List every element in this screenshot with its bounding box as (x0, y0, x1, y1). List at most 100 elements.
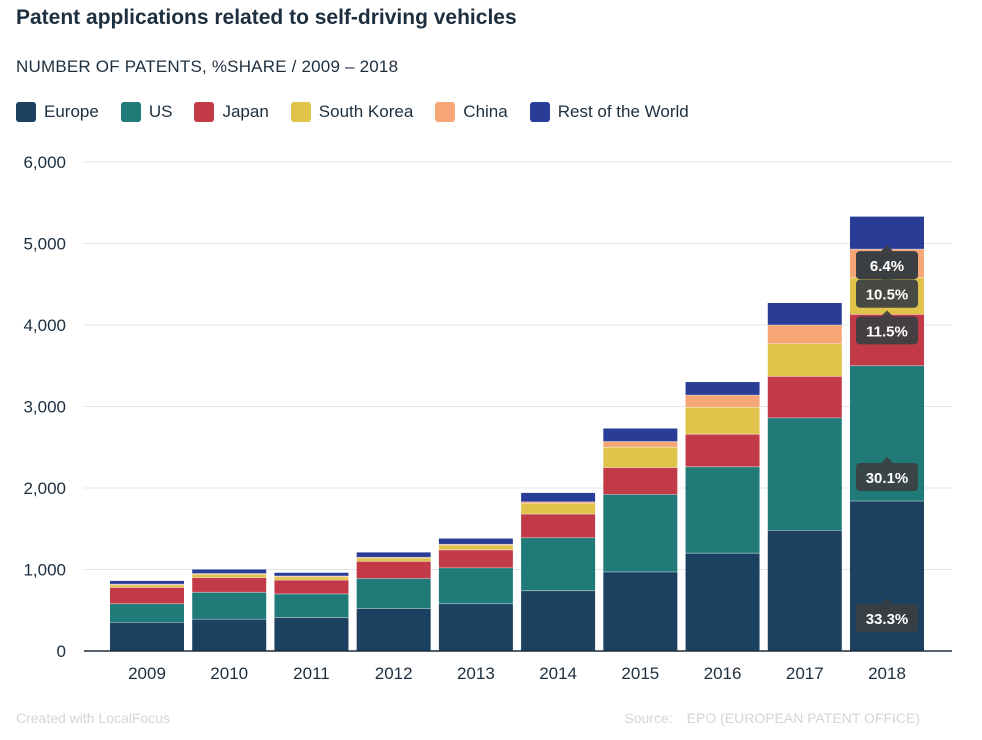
stacked-bar-chart: 0 1,000 2,000 3,000 4,000 5,000 6,000 2009 2010 2… (23, 153, 952, 683)
bar-segment-south-korea-2015[interactable] (603, 447, 678, 468)
bar-segment-rest-of-the-world-2010[interactable] (192, 569, 267, 574)
bar-segment-rest-of-the-world-2018[interactable] (850, 216, 924, 250)
y-tick-label: 2,000 (23, 479, 66, 498)
footer-credit: Created with LocalFocus (16, 710, 171, 726)
bar-segment-us-2013[interactable] (438, 567, 513, 604)
bar-segment-japan-2015[interactable] (603, 467, 678, 495)
bar-segment-south-korea-2014[interactable] (521, 503, 596, 515)
legend-item-china[interactable]: China (435, 102, 508, 122)
bar-segment-rest-of-the-world-2011[interactable] (274, 572, 349, 577)
legend-item-japan[interactable]: Japan (194, 102, 269, 122)
bar-segment-japan-2016[interactable] (685, 434, 760, 467)
bar-segment-china-2014[interactable] (521, 501, 596, 504)
bar-segment-japan-2014[interactable] (521, 514, 596, 538)
bar-segment-europe-2009[interactable] (110, 622, 184, 651)
share-annotation: 30.1% (856, 457, 918, 492)
bar-segment-us-2010[interactable] (192, 592, 267, 620)
x-tick-label: 2009 (128, 664, 166, 683)
bar-segment-us-2012[interactable] (356, 578, 431, 609)
source-label: Source: (624, 710, 673, 726)
legend-swatch (194, 102, 215, 122)
bar-segment-europe-2016[interactable] (685, 553, 760, 651)
bar-segment-rest-of-the-world-2009[interactable] (110, 580, 184, 585)
bar-segment-south-korea-2012[interactable] (356, 558, 431, 562)
bar-segment-us-2011[interactable] (274, 593, 349, 618)
bar-segment-rest-of-the-world-2014[interactable] (521, 492, 596, 502)
bar-segment-japan-2011[interactable] (274, 580, 349, 594)
bar-segment-china-2017[interactable] (767, 325, 842, 344)
annotation-pointer (881, 598, 893, 604)
bar-segment-japan-2017[interactable] (767, 376, 842, 418)
chart-title: Patent applications related to self-driv… (16, 6, 517, 29)
bar-segment-china-2013[interactable] (438, 544, 513, 546)
y-tick-label: 4,000 (23, 316, 66, 335)
y-tick-label: 3,000 (23, 398, 66, 417)
legend-label: Rest of the World (557, 102, 689, 121)
bar-segment-south-korea-2013[interactable] (438, 545, 513, 550)
share-annotation: 33.3% (856, 598, 918, 632)
x-tick-label: 2014 (539, 664, 577, 683)
bar-segment-us-2009[interactable] (110, 603, 184, 623)
annotation-label: 11.5% (866, 323, 908, 340)
legend-swatch (120, 102, 141, 122)
legend-item-us[interactable]: US (120, 102, 172, 122)
bar-segment-us-2015[interactable] (603, 494, 678, 572)
bar-segment-china-2011[interactable] (274, 576, 349, 577)
bar-segment-china-2016[interactable] (685, 395, 760, 408)
annotation-pointer (881, 310, 893, 317)
bar-segment-rest-of-the-world-2016[interactable] (685, 382, 760, 396)
bar-segment-japan-2009[interactable] (110, 587, 184, 604)
legend-item-rest-of-the-world[interactable]: Rest of the World (529, 102, 689, 122)
legend-label: Japan (222, 102, 269, 121)
bar-segment-europe-2011[interactable] (274, 617, 349, 651)
legend-swatch (290, 102, 311, 122)
legend-swatch (16, 102, 36, 122)
share-annotation: 10.5% (856, 273, 918, 308)
bar-segment-china-2009[interactable] (110, 584, 184, 585)
bar-segment-south-korea-2011[interactable] (274, 576, 349, 581)
bar-segment-china-2015[interactable] (603, 441, 678, 448)
bar-segment-china-2012[interactable] (356, 557, 431, 559)
bar-segment-europe-2013[interactable] (438, 603, 513, 651)
annotation-pointer (881, 457, 893, 464)
bar-segment-south-korea-2009[interactable] (110, 584, 184, 588)
bar-segment-rest-of-the-world-2015[interactable] (603, 428, 678, 442)
bar-segment-rest-of-the-world-2017[interactable] (767, 302, 842, 325)
bar-segment-us-2017[interactable] (767, 417, 842, 531)
annotation-box (856, 316, 918, 345)
legend-item-europe[interactable]: Europe (16, 102, 99, 122)
bar-segment-japan-2013[interactable] (438, 549, 513, 568)
bar-segment-europe-2017[interactable] (767, 530, 842, 651)
legend-item-south-korea[interactable]: South Korea (290, 102, 413, 122)
y-tick-label: 0 (57, 642, 66, 661)
x-tick-label: 2018 (868, 664, 906, 683)
bar-segment-us-2014[interactable] (521, 537, 596, 591)
y-tick-label: 1,000 (23, 561, 66, 580)
annotation-box (856, 604, 918, 632)
legend: Europe US Japan South Korea China Rest of the… (16, 102, 711, 122)
bar-segment-south-korea-2010[interactable] (192, 574, 267, 578)
bar-segment-europe-2014[interactable] (521, 590, 596, 651)
bar-segment-china-2010[interactable] (192, 573, 267, 575)
bar-segment-europe-2015[interactable] (603, 571, 678, 651)
bar-segment-europe-2010[interactable] (192, 619, 267, 651)
bar-segment-europe-2012[interactable] (356, 608, 431, 651)
bar-segment-south-korea-2016[interactable] (685, 407, 760, 435)
chart-subtitle: NUMBER OF PATENTS, %SHARE / 2009 – 2018 (16, 57, 399, 76)
x-tick-label: 2013 (457, 664, 495, 683)
bar-segment-rest-of-the-world-2012[interactable] (356, 552, 431, 558)
annotation-label: 33.3% (866, 611, 909, 628)
bar-segment-south-korea-2017[interactable] (767, 343, 842, 377)
annotation-box (856, 463, 918, 492)
legend-swatch (435, 102, 456, 122)
bar-segment-us-2016[interactable] (685, 466, 760, 554)
bar-segment-japan-2012[interactable] (356, 561, 431, 579)
footer-source: Source: EPO (EUROPEAN PATENT OFFICE) (624, 710, 920, 726)
bar-segment-japan-2010[interactable] (192, 577, 267, 593)
x-tick-label: 2017 (786, 664, 824, 683)
bar-segment-rest-of-the-world-2013[interactable] (438, 538, 513, 545)
annotation-pointer (881, 245, 893, 252)
legend-label: China (463, 102, 508, 121)
y-tick-label: 6,000 (23, 153, 66, 172)
x-tick-label: 2016 (704, 664, 742, 683)
